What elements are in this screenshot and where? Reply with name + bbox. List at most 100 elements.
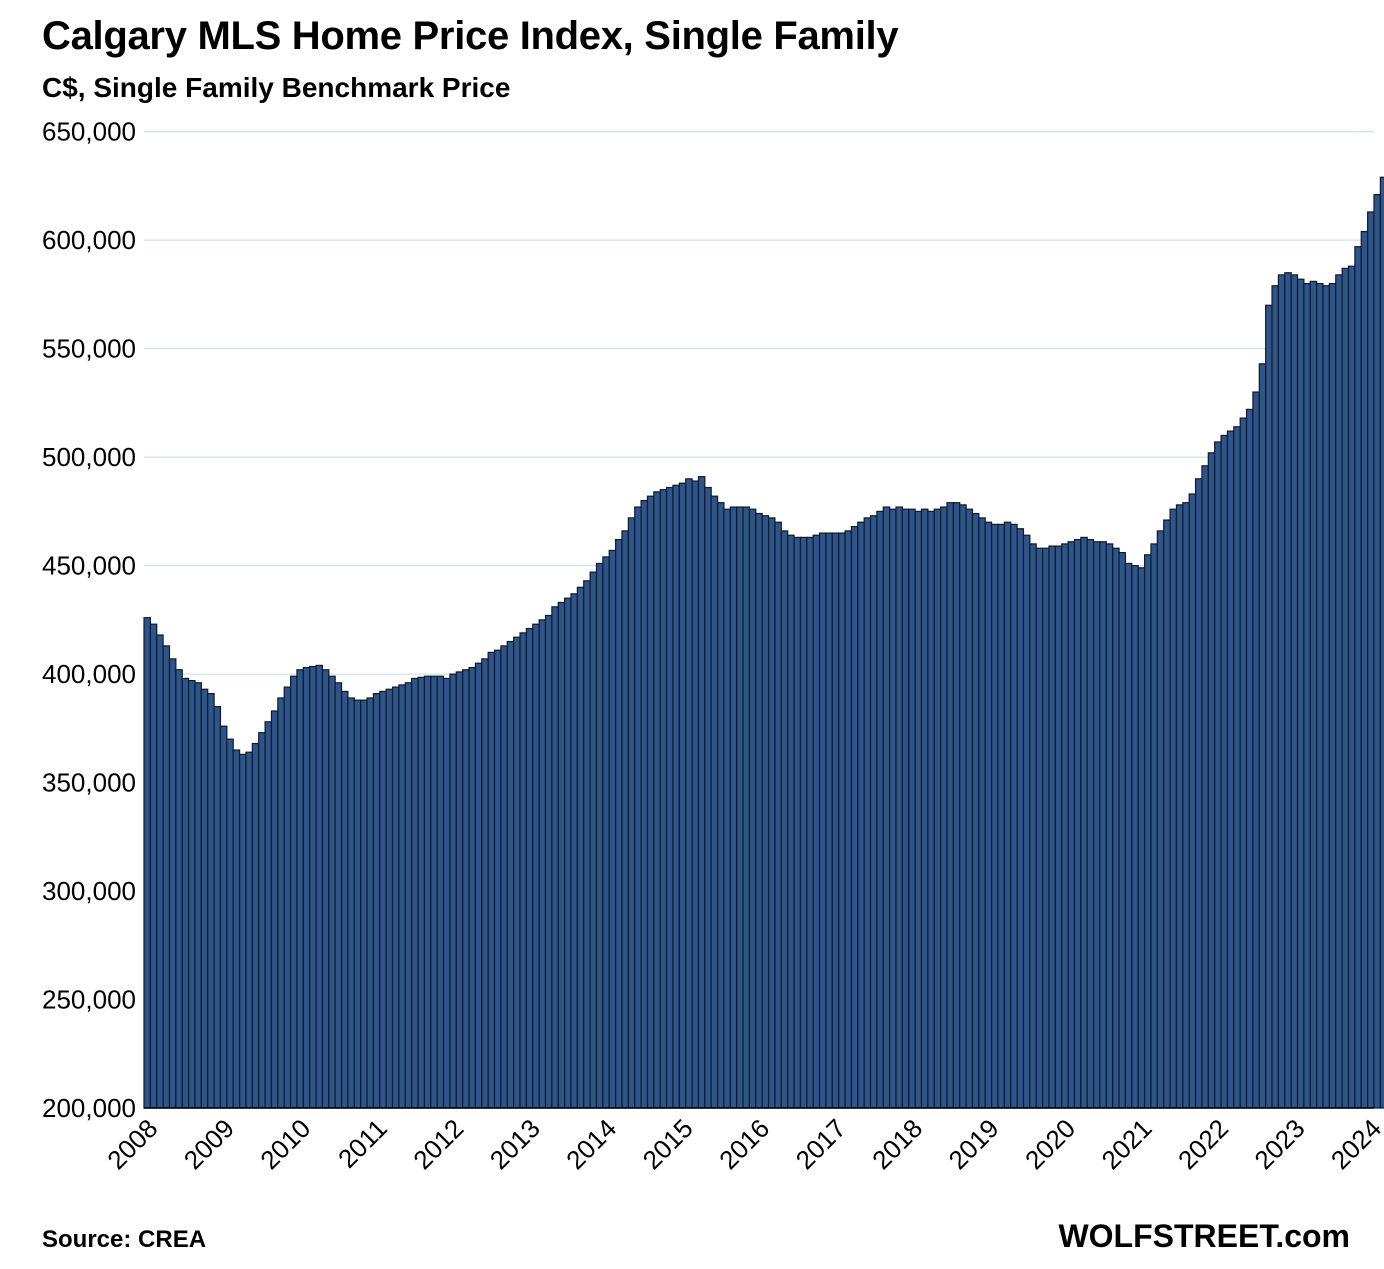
bar: [1290, 274, 1299, 1109]
bar: [627, 517, 636, 1109]
bar: [194, 682, 202, 1109]
bar: [270, 710, 279, 1109]
bar: [513, 636, 521, 1109]
bar: [653, 491, 661, 1109]
bar: [685, 478, 693, 1109]
bar: [538, 619, 547, 1109]
bar: [1207, 452, 1216, 1109]
bar: [850, 525, 859, 1109]
bar: [1303, 282, 1311, 1109]
bar: [678, 482, 687, 1109]
bar: [1143, 554, 1152, 1109]
bar: [309, 665, 317, 1109]
bar: [264, 721, 273, 1109]
bar: [940, 506, 948, 1109]
bar: [1347, 265, 1356, 1109]
bar: [984, 521, 993, 1109]
bars: [143, 176, 1384, 1109]
bar: [1316, 282, 1324, 1109]
x-tick-label: 2010: [254, 1113, 316, 1175]
bar: [704, 486, 712, 1109]
bar: [1258, 363, 1267, 1109]
bar: [595, 562, 604, 1109]
bar: [1099, 541, 1107, 1109]
bar: [251, 742, 260, 1109]
y-tick-label: 300,000: [42, 876, 136, 906]
bar: [334, 682, 343, 1109]
bar: [430, 675, 438, 1109]
bar: [774, 521, 782, 1109]
bar: [863, 517, 872, 1109]
bar: [1003, 521, 1012, 1109]
bar: [175, 669, 183, 1109]
bar: [1086, 538, 1095, 1109]
bar: [411, 677, 419, 1109]
bar: [544, 614, 553, 1109]
bar: [1188, 493, 1197, 1109]
bar: [933, 508, 942, 1109]
bar: [149, 623, 158, 1109]
bar: [493, 649, 502, 1109]
bar: [634, 506, 642, 1109]
bar: [353, 699, 362, 1109]
bar: [277, 697, 285, 1109]
bar: [1163, 519, 1171, 1109]
y-tick-label: 650,000: [42, 117, 136, 147]
bar: [1194, 478, 1203, 1109]
bar: [296, 669, 304, 1109]
bar: [838, 532, 846, 1109]
bar: [525, 627, 534, 1109]
bar: [207, 693, 215, 1109]
bar: [168, 658, 177, 1109]
bar: [615, 538, 623, 1109]
bar: [927, 510, 935, 1109]
bar: [1010, 523, 1018, 1109]
bar: [1131, 565, 1139, 1109]
bar: [551, 606, 559, 1109]
x-tick-label: 2019: [943, 1113, 1005, 1175]
bar: [1373, 194, 1381, 1109]
bar: [156, 634, 164, 1109]
bar: [646, 495, 655, 1109]
y-tick-label: 450,000: [42, 551, 136, 581]
bar: [1239, 417, 1248, 1109]
bar: [1277, 274, 1286, 1109]
y-tick-label: 500,000: [42, 442, 136, 472]
bar: [302, 666, 311, 1109]
bar: [1156, 530, 1165, 1109]
x-tick-label: 2017: [790, 1113, 852, 1175]
bar: [672, 484, 680, 1109]
bar: [340, 690, 349, 1109]
bar: [474, 662, 483, 1109]
bar: [640, 499, 649, 1109]
bar: [876, 510, 884, 1109]
bar: [532, 623, 540, 1109]
bar: [659, 489, 668, 1109]
bar: [1150, 543, 1158, 1109]
bar: [379, 690, 387, 1109]
x-tick-label: 2024: [1325, 1113, 1384, 1175]
bar: [283, 686, 292, 1109]
bar: [1054, 545, 1063, 1109]
bar: [143, 617, 151, 1109]
bar: [232, 749, 241, 1109]
bar: [258, 732, 266, 1109]
bar: [564, 597, 572, 1109]
y-tick-label: 350,000: [42, 768, 136, 798]
bar: [487, 651, 496, 1109]
bar: [1080, 536, 1088, 1109]
bar: [570, 593, 578, 1109]
bar: [831, 532, 840, 1109]
bar: [385, 688, 394, 1109]
x-tick-label: 2013: [484, 1113, 546, 1175]
x-tick-label: 2022: [1172, 1113, 1234, 1175]
bar: [697, 476, 706, 1109]
bar: [481, 658, 489, 1109]
source-note: Source: CREA: [42, 1226, 207, 1253]
bar: [952, 502, 961, 1109]
bar: [423, 675, 432, 1109]
bar: [736, 506, 744, 1109]
bar: [787, 534, 795, 1109]
bar: [589, 571, 598, 1109]
bar: [455, 671, 464, 1109]
